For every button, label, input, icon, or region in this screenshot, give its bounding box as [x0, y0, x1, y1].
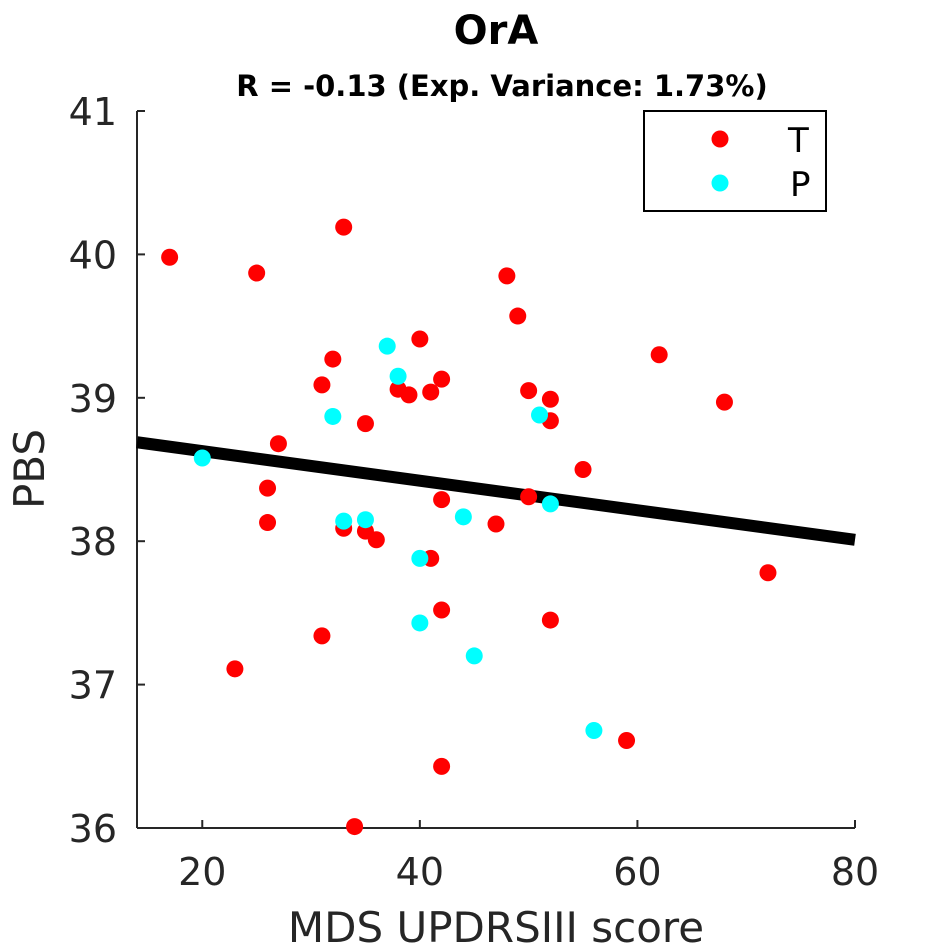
data-point-t [259, 514, 277, 532]
x-axis-label: MDS UPDRSIII score [288, 903, 704, 945]
y-axis-label: PBS [5, 429, 54, 509]
plot-area: 20 40 60 80 36 37 38 39 40 41 [69, 90, 880, 894]
data-point-p [531, 406, 549, 424]
data-point-t [248, 264, 266, 282]
data-point-t [422, 383, 440, 401]
data-point-t [541, 390, 559, 408]
data-point-t [715, 393, 733, 411]
y-axis-ticks: 36 37 38 39 40 41 [69, 90, 145, 851]
x-tick-label: 40 [396, 850, 444, 894]
data-point-t [618, 732, 636, 750]
data-point-t [433, 370, 451, 388]
data-point-t [313, 627, 331, 645]
data-point-t [509, 307, 527, 325]
data-point-t [313, 376, 331, 394]
data-point-p [454, 508, 472, 526]
data-point-t [541, 611, 559, 629]
x-tick-label: 60 [613, 850, 661, 894]
fit-line-group [136, 436, 856, 546]
data-point-t [367, 531, 385, 549]
data-point-t [259, 479, 277, 497]
data-point-p [465, 647, 483, 665]
data-point-p [541, 495, 559, 513]
y-tick-label: 37 [69, 664, 117, 708]
y-tick-label: 40 [69, 233, 117, 277]
data-point-t [520, 382, 538, 400]
data-point-t [400, 386, 418, 404]
data-point-p [335, 512, 353, 530]
data-point-p [411, 614, 429, 632]
x-tick-label: 20 [178, 850, 226, 894]
data-point-t [433, 491, 451, 509]
data-point-p [389, 367, 407, 385]
chart-subtitle: R = -0.13 (Exp. Variance: 1.73%) [236, 69, 767, 103]
data-point-t [356, 415, 374, 433]
y-tick-label: 39 [69, 377, 117, 421]
y-tick-label: 36 [69, 807, 117, 851]
data-point-t [759, 564, 777, 582]
data-point-t [498, 267, 516, 285]
x-axis-ticks: 20 40 60 80 [178, 820, 879, 894]
data-point-p [324, 407, 342, 425]
y-tick-label: 38 [69, 520, 117, 564]
legend-label-p: P [790, 165, 811, 205]
data-point-t [335, 218, 353, 236]
data-point-t [520, 488, 538, 506]
data-point-t [650, 346, 668, 364]
data-point-p [411, 549, 429, 567]
data-point-t [487, 515, 505, 533]
regression-line [136, 436, 856, 546]
legend-box [643, 110, 827, 212]
data-point-t [411, 330, 429, 348]
data-point-p [356, 511, 374, 529]
legend: T P [643, 110, 827, 212]
legend-marker-p [711, 174, 729, 192]
data-point-p [378, 337, 396, 355]
data-point-t [161, 248, 179, 266]
legend-marker-t [711, 130, 729, 148]
data-point-t [574, 461, 592, 478]
y-tick-label: 41 [69, 90, 117, 134]
legend-label-t: T [787, 121, 809, 161]
data-points [161, 218, 777, 836]
axes [136, 111, 855, 829]
data-point-p [585, 721, 603, 739]
data-point-p [193, 449, 211, 467]
x-tick-label: 80 [831, 850, 879, 894]
data-point-t [433, 601, 451, 619]
chart-title: OrA [454, 8, 539, 54]
data-point-t [226, 660, 244, 678]
data-point-t [324, 350, 342, 368]
data-point-t [433, 757, 451, 775]
data-point-t [346, 818, 364, 836]
data-point-t [269, 435, 287, 453]
